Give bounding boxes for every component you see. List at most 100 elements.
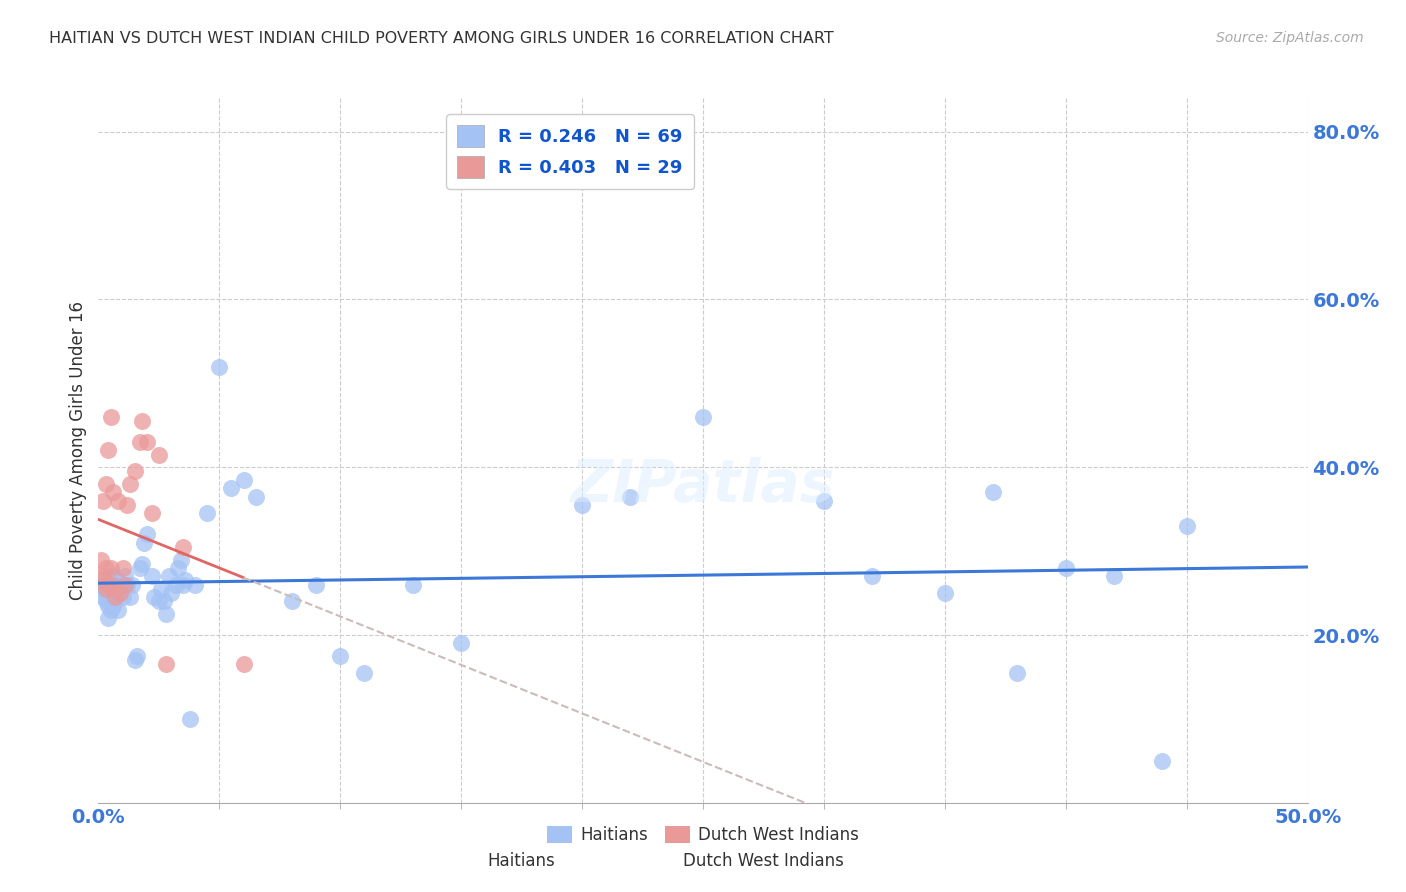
Point xyxy=(111,591,134,605)
Point xyxy=(208,359,231,374)
Point xyxy=(114,577,136,591)
Point xyxy=(114,569,136,583)
Point xyxy=(127,648,149,663)
Point xyxy=(135,435,157,450)
Point xyxy=(860,569,883,583)
Point xyxy=(155,607,177,621)
Point xyxy=(813,493,835,508)
Legend: Haitians, Dutch West Indians: Haitians, Dutch West Indians xyxy=(540,820,866,851)
Text: Dutch West Indians: Dutch West Indians xyxy=(683,852,844,870)
Point xyxy=(101,569,124,583)
Text: Haitians: Haitians xyxy=(488,852,555,870)
Point xyxy=(91,591,114,605)
Point xyxy=(141,569,163,583)
Point xyxy=(97,577,120,591)
Text: HAITIAN VS DUTCH WEST INDIAN CHILD POVERTY AMONG GIRLS UNDER 16 CORRELATION CHAR: HAITIAN VS DUTCH WEST INDIAN CHILD POVER… xyxy=(49,31,834,46)
Point xyxy=(169,552,191,566)
Point xyxy=(107,603,129,617)
Point xyxy=(353,665,375,680)
Point xyxy=(124,465,146,479)
Point xyxy=(111,561,134,575)
Point xyxy=(172,577,194,591)
Point xyxy=(934,586,956,600)
Point xyxy=(91,493,114,508)
Point xyxy=(1007,665,1029,680)
Point xyxy=(184,577,207,591)
Point xyxy=(100,561,122,575)
Point xyxy=(305,577,328,591)
Point xyxy=(1152,754,1174,768)
Point xyxy=(402,577,425,591)
Point xyxy=(118,477,141,491)
Point xyxy=(150,582,173,596)
Point xyxy=(232,473,254,487)
Point xyxy=(450,636,472,650)
Point xyxy=(104,594,127,608)
Point xyxy=(101,485,124,500)
Point xyxy=(91,577,114,591)
Point xyxy=(179,712,201,726)
Point xyxy=(100,577,122,591)
Point xyxy=(195,507,218,521)
Point xyxy=(1175,519,1198,533)
Point xyxy=(1102,569,1125,583)
Point xyxy=(174,574,197,588)
Y-axis label: Child Poverty Among Girls Under 16: Child Poverty Among Girls Under 16 xyxy=(69,301,87,600)
Point xyxy=(160,586,183,600)
Point xyxy=(165,577,187,591)
Point xyxy=(118,591,141,605)
Point xyxy=(91,569,114,583)
Point xyxy=(329,648,352,663)
Point xyxy=(90,552,112,566)
Point xyxy=(108,582,131,596)
Point xyxy=(172,540,194,554)
Point xyxy=(131,557,153,571)
Point xyxy=(619,490,641,504)
Point xyxy=(107,574,129,588)
Point xyxy=(101,599,124,613)
Point xyxy=(131,414,153,428)
Point xyxy=(90,574,112,588)
Point xyxy=(141,507,163,521)
Point xyxy=(104,591,127,605)
Point xyxy=(101,577,124,591)
Point xyxy=(94,477,117,491)
Point xyxy=(281,594,304,608)
Point xyxy=(148,448,170,462)
Point xyxy=(117,577,139,591)
Point xyxy=(94,582,117,596)
Point xyxy=(90,582,112,596)
Point xyxy=(692,409,714,424)
Point xyxy=(111,577,134,591)
Point xyxy=(100,409,122,424)
Point xyxy=(94,594,117,608)
Point xyxy=(108,586,131,600)
Point xyxy=(981,485,1004,500)
Point xyxy=(117,498,139,512)
Text: Source: ZipAtlas.com: Source: ZipAtlas.com xyxy=(1216,31,1364,45)
Point xyxy=(1054,561,1077,575)
Point xyxy=(134,535,156,549)
Point xyxy=(100,603,122,617)
Point xyxy=(152,594,174,608)
Point xyxy=(143,591,166,605)
Point xyxy=(124,653,146,667)
Point xyxy=(245,490,267,504)
Point xyxy=(100,591,122,605)
Point xyxy=(101,582,124,596)
Point xyxy=(155,657,177,672)
Point xyxy=(104,574,127,588)
Point xyxy=(221,481,243,495)
Point xyxy=(97,611,120,625)
Point xyxy=(97,599,120,613)
Text: ZIPatlas: ZIPatlas xyxy=(571,458,835,514)
Point xyxy=(232,657,254,672)
Point xyxy=(167,561,190,575)
Point xyxy=(94,561,117,575)
Point xyxy=(128,561,150,575)
Point xyxy=(97,443,120,458)
Point xyxy=(571,498,593,512)
Point xyxy=(121,577,143,591)
Point xyxy=(157,569,180,583)
Point xyxy=(128,435,150,450)
